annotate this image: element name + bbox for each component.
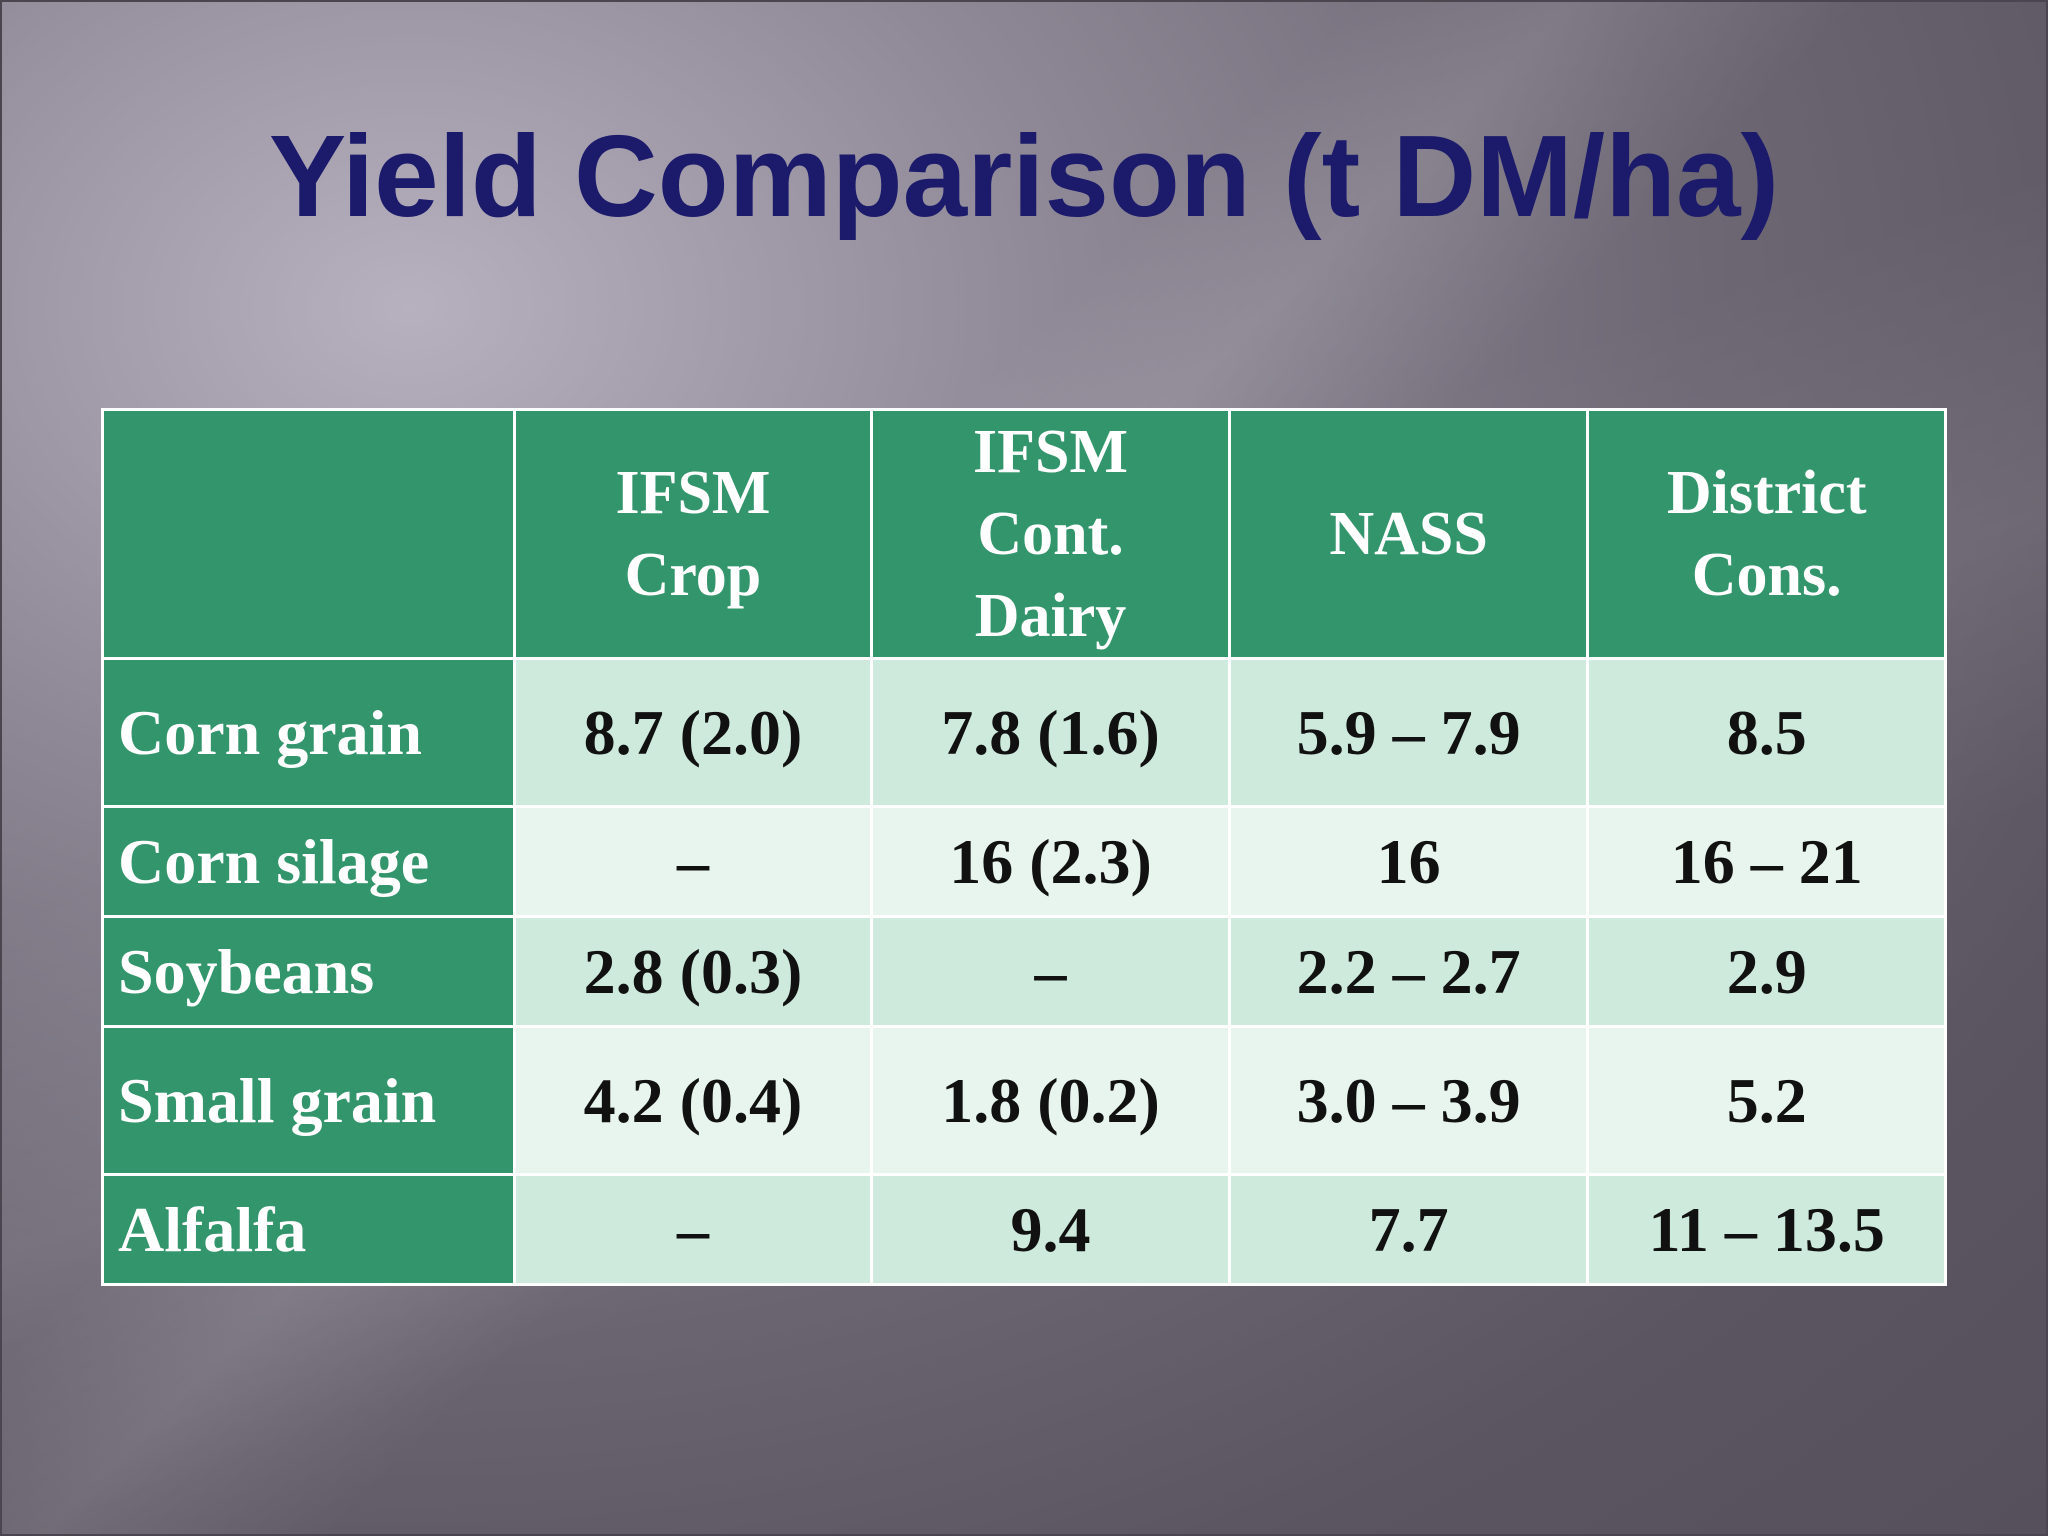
header-ifsm-crop: IFSM Crop (512, 408, 874, 660)
table-row: Corn grain 8.7 (2.0) 7.8 (1.6) 5.9 – 7.9… (101, 657, 1947, 808)
row-label: Soybeans (101, 915, 516, 1028)
row-label: Corn grain (101, 657, 516, 808)
header-line: District (1666, 459, 1867, 527)
header-line: IFSM (973, 418, 1129, 486)
table-cell: 8.5 (1586, 657, 1947, 808)
table-cell: 4.2 (0.4) (512, 1025, 874, 1176)
table-cell: 3.0 – 3.9 (1227, 1025, 1590, 1176)
table-row: Soybeans 2.8 (0.3) – 2.2 – 2.7 2.9 (101, 915, 1947, 1028)
table-cell: – (512, 1173, 874, 1286)
table-row: Corn silage – 16 (2.3) 16 16 – 21 (101, 805, 1947, 918)
table-cell: 16 (1227, 805, 1590, 918)
header-line: Cons. (1691, 541, 1842, 609)
slide-title: Yield Comparison (t DM/ha) (268, 111, 1780, 241)
table-cell: 9.4 (870, 1173, 1231, 1286)
header-district-cons: District Cons. (1586, 408, 1947, 660)
header-line: NASS (1329, 500, 1488, 568)
table-cell: 2.2 – 2.7 (1227, 915, 1590, 1028)
table-cell: – (512, 805, 874, 918)
header-corner-cell (101, 408, 516, 660)
table-cell: 8.7 (2.0) (512, 657, 874, 808)
table-row: Alfalfa – 9.4 7.7 11 – 13.5 (101, 1173, 1947, 1286)
table-cell: – (870, 915, 1231, 1028)
header-line: Dairy (974, 582, 1127, 650)
table-cell: 7.7 (1227, 1173, 1590, 1286)
table-cell: 1.8 (0.2) (870, 1025, 1231, 1176)
row-label: Alfalfa (101, 1173, 516, 1286)
row-label: Corn silage (101, 805, 516, 918)
table-row: Small grain 4.2 (0.4) 1.8 (0.2) 3.0 – 3.… (101, 1025, 1947, 1176)
table-cell: 16 – 21 (1586, 805, 1947, 918)
header-line: Crop (624, 541, 762, 609)
table-cell: 11 – 13.5 (1586, 1173, 1947, 1286)
table-cell: 2.8 (0.3) (512, 915, 874, 1028)
table-cell: 5.9 – 7.9 (1227, 657, 1590, 808)
row-label: Small grain (101, 1025, 516, 1176)
header-line: Cont. (977, 500, 1124, 568)
header-nass: NASS (1227, 408, 1590, 660)
yield-comparison-table: IFSM Crop IFSM Cont. Dairy NASS District… (101, 408, 1947, 1286)
table-header-row: IFSM Crop IFSM Cont. Dairy NASS District… (101, 408, 1947, 660)
table-cell: 5.2 (1586, 1025, 1947, 1176)
table-cell: 16 (2.3) (870, 805, 1231, 918)
header-ifsm-cont-dairy: IFSM Cont. Dairy (870, 408, 1231, 660)
table-cell: 7.8 (1.6) (870, 657, 1231, 808)
header-line: IFSM (615, 459, 771, 527)
table-cell: 2.9 (1586, 915, 1947, 1028)
